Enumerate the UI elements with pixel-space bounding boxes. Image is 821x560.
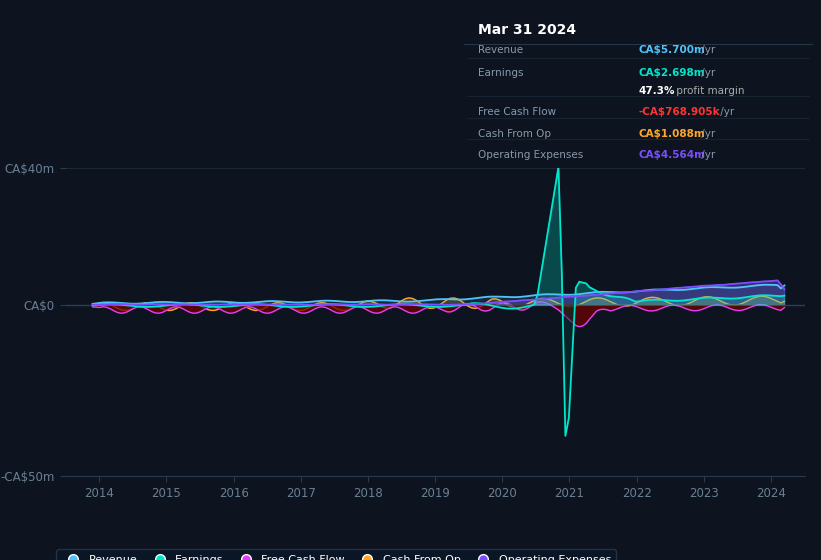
Text: /yr: /yr xyxy=(699,150,716,160)
Text: CA$1.088m: CA$1.088m xyxy=(639,129,705,139)
Text: /yr: /yr xyxy=(699,129,716,139)
Text: CA$2.698m: CA$2.698m xyxy=(639,68,705,78)
Text: 47.3%: 47.3% xyxy=(639,86,675,96)
Text: /yr: /yr xyxy=(699,68,716,78)
Text: -CA$768.905k: -CA$768.905k xyxy=(639,107,720,117)
Text: Operating Expenses: Operating Expenses xyxy=(478,150,583,160)
Text: Revenue: Revenue xyxy=(478,45,523,55)
Text: /yr: /yr xyxy=(718,107,735,117)
Legend: Revenue, Earnings, Free Cash Flow, Cash From Op, Operating Expenses: Revenue, Earnings, Free Cash Flow, Cash … xyxy=(57,549,617,560)
Text: Cash From Op: Cash From Op xyxy=(478,129,551,139)
Text: /yr: /yr xyxy=(699,45,716,55)
Text: Earnings: Earnings xyxy=(478,68,523,78)
Text: profit margin: profit margin xyxy=(673,86,745,96)
Text: CA$5.700m: CA$5.700m xyxy=(639,45,705,55)
Text: Free Cash Flow: Free Cash Flow xyxy=(478,107,556,117)
Text: Mar 31 2024: Mar 31 2024 xyxy=(478,22,576,36)
Text: CA$4.564m: CA$4.564m xyxy=(639,150,705,160)
